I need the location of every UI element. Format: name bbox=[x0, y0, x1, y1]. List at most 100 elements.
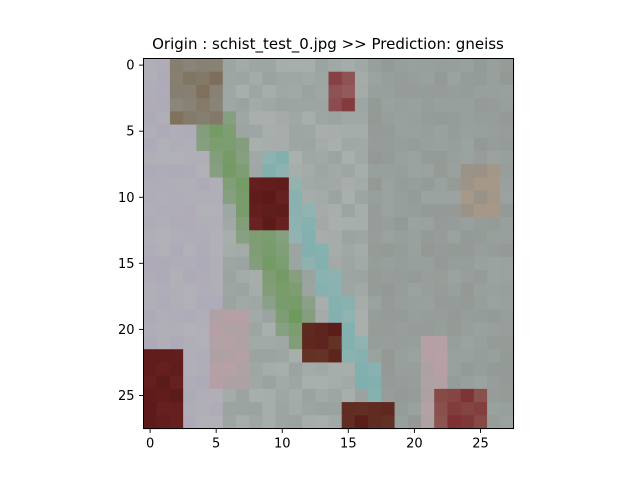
image-pixel bbox=[315, 151, 330, 165]
image-pixel bbox=[315, 336, 330, 350]
x-axis: 0 5 10 15 20 25 bbox=[146, 428, 489, 452]
image-pixel bbox=[460, 203, 475, 218]
image-pixel bbox=[381, 98, 396, 112]
image-pixel bbox=[381, 349, 396, 364]
image-pixel bbox=[407, 58, 422, 73]
image-pixel bbox=[143, 243, 158, 258]
image-pixel bbox=[183, 84, 197, 99]
image-pixel bbox=[328, 256, 343, 271]
image-pixel bbox=[236, 375, 250, 390]
image-pixel bbox=[222, 388, 237, 403]
image-pixel bbox=[183, 124, 197, 139]
image-pixel bbox=[447, 58, 462, 73]
image-pixel bbox=[236, 256, 250, 271]
image-pixel bbox=[421, 98, 435, 112]
image-pixel bbox=[249, 415, 264, 430]
image-pixel bbox=[354, 349, 369, 364]
image-pixel bbox=[288, 349, 303, 364]
image-pixel bbox=[407, 151, 422, 165]
image-pixel bbox=[421, 388, 435, 403]
image-pixel bbox=[487, 203, 501, 218]
image-pixel bbox=[473, 243, 488, 258]
image-pixel bbox=[315, 217, 330, 231]
image-pixel bbox=[143, 151, 158, 165]
image-pixel bbox=[341, 151, 356, 165]
image-pixel bbox=[236, 137, 250, 152]
image-pixel bbox=[262, 243, 277, 258]
image-pixel bbox=[500, 137, 515, 152]
image-pixel bbox=[196, 164, 211, 179]
image-pixel bbox=[222, 243, 237, 258]
image-pixel bbox=[368, 217, 382, 231]
image-pixel bbox=[328, 71, 343, 86]
image-pixel bbox=[394, 111, 409, 126]
image-pixel bbox=[487, 84, 501, 99]
image-pixel bbox=[407, 203, 422, 218]
image-pixel bbox=[341, 190, 356, 205]
image-pixel bbox=[275, 217, 290, 231]
image-pixel bbox=[341, 309, 356, 324]
image-pixel bbox=[434, 58, 449, 73]
image-pixel bbox=[183, 362, 197, 377]
image-pixel bbox=[156, 124, 171, 139]
image-pixel bbox=[341, 362, 356, 377]
image-pixel bbox=[328, 164, 343, 179]
image-pixel bbox=[196, 349, 211, 364]
image-pixel bbox=[169, 190, 184, 205]
image-pixel bbox=[156, 203, 171, 218]
image-pixel bbox=[500, 256, 515, 271]
image-pixel bbox=[381, 322, 396, 337]
image-pixel bbox=[275, 151, 290, 165]
image-pixel bbox=[421, 415, 435, 430]
image-pixel bbox=[473, 402, 488, 416]
image-pixel bbox=[421, 362, 435, 377]
image-pixel bbox=[288, 309, 303, 324]
image-pixel bbox=[381, 111, 396, 126]
image-pixel bbox=[302, 296, 316, 311]
image-pixel bbox=[487, 71, 501, 86]
image-pixel bbox=[183, 58, 197, 73]
image-pixel bbox=[196, 217, 211, 231]
image-pixel bbox=[407, 415, 422, 430]
image-pixel bbox=[381, 230, 396, 245]
image-pixel bbox=[275, 177, 290, 192]
image-pixel bbox=[354, 269, 369, 284]
image-pixel bbox=[302, 322, 316, 337]
image-pixel bbox=[183, 256, 197, 271]
image-pixel bbox=[288, 402, 303, 416]
image-pixel bbox=[249, 217, 264, 231]
image-pixel bbox=[473, 71, 488, 86]
image-pixel bbox=[447, 309, 462, 324]
image-pixel bbox=[328, 230, 343, 245]
image-pixel bbox=[302, 137, 316, 152]
image-pixel bbox=[183, 71, 197, 86]
image-pixel bbox=[169, 230, 184, 245]
image-pixel bbox=[196, 375, 211, 390]
image-pixel bbox=[460, 388, 475, 403]
image-pixel bbox=[222, 362, 237, 377]
image-pixel bbox=[169, 111, 184, 126]
image-pixel bbox=[156, 98, 171, 112]
image-pixel bbox=[275, 111, 290, 126]
image-pixel bbox=[460, 58, 475, 73]
image-pixel bbox=[407, 177, 422, 192]
image-pixel bbox=[328, 322, 343, 337]
image-pixel bbox=[368, 296, 382, 311]
image-pixel bbox=[156, 137, 171, 152]
image-pixel bbox=[222, 336, 237, 350]
image-pixel bbox=[407, 283, 422, 297]
image-pixel bbox=[354, 203, 369, 218]
image-pixel bbox=[143, 349, 158, 364]
image-pixel bbox=[407, 98, 422, 112]
image-pixel bbox=[473, 322, 488, 337]
image-pixel bbox=[460, 269, 475, 284]
image-pixel bbox=[169, 124, 184, 139]
image-pixel bbox=[222, 402, 237, 416]
image-pixel bbox=[288, 388, 303, 403]
image-pixel bbox=[500, 190, 515, 205]
image-pixel bbox=[500, 230, 515, 245]
image-pixel bbox=[328, 283, 343, 297]
image-pixel bbox=[407, 296, 422, 311]
image-pixel bbox=[183, 283, 197, 297]
image-pixel bbox=[434, 243, 449, 258]
